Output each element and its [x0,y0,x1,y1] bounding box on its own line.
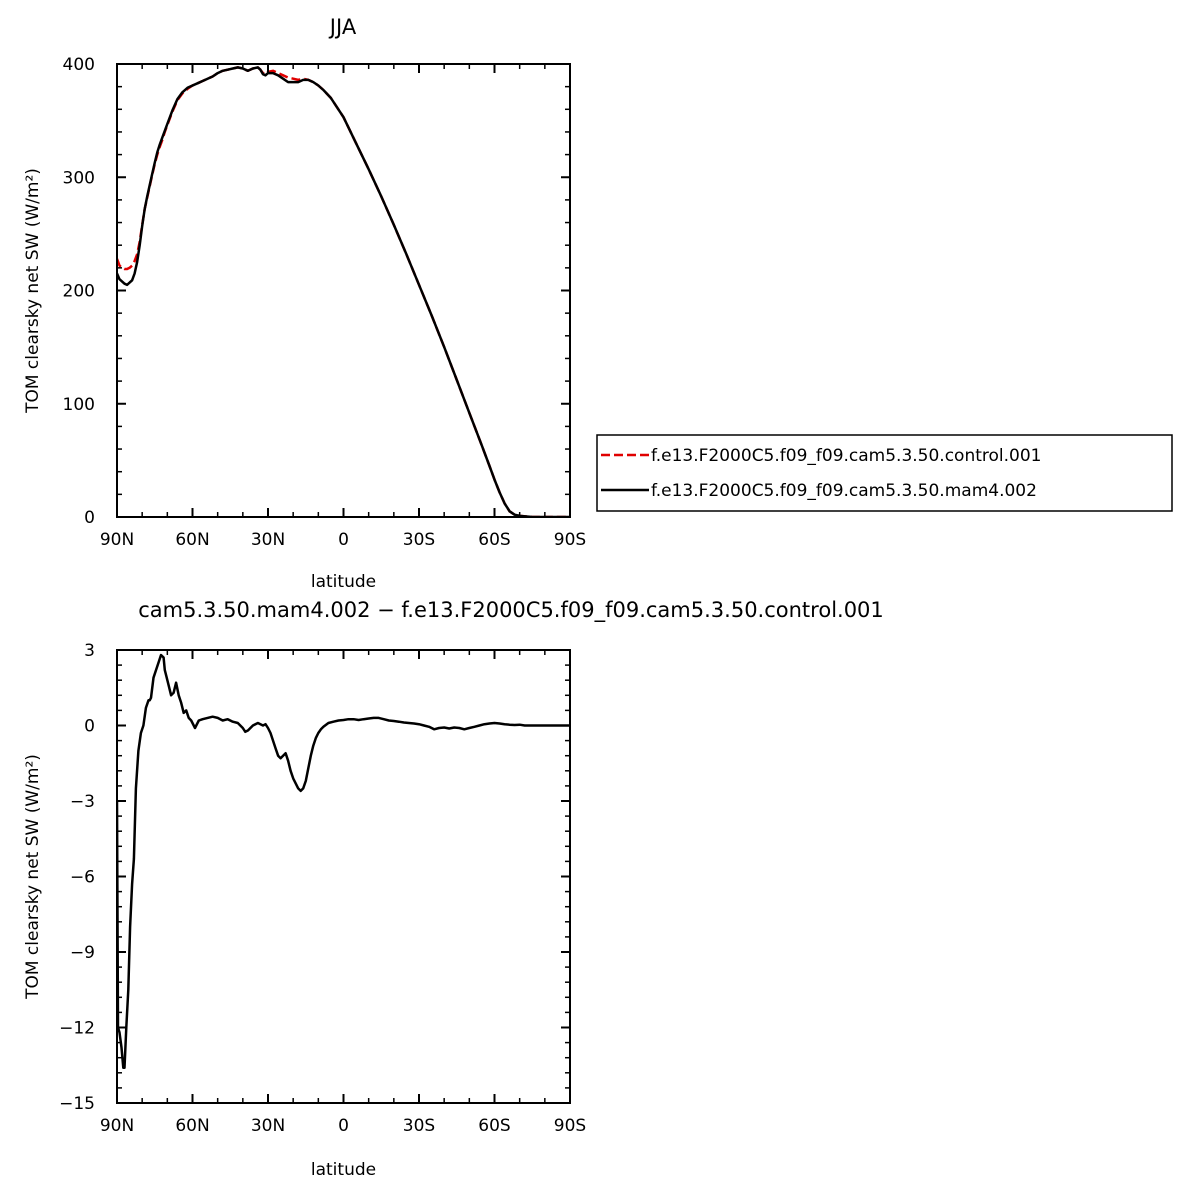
series-line-0 [117,653,570,1070]
y-tick-label: −12 [59,1019,95,1039]
x-axis-label: latitude [311,1160,376,1180]
x-tick-label: 0 [338,530,349,550]
legend: f.e13.F2000C5.f09_f09.cam5.3.50.control.… [596,434,1173,512]
x-tick-label: 60S [478,530,510,550]
x-tick-label: 0 [338,1116,349,1136]
series-line-1 [117,66,570,517]
legend-label-1: f.e13.F2000C5.f09_f09.cam5.3.50.mam4.002 [651,481,1037,501]
y-axis-label: TOM clearsky net SW (W/m²) [23,754,43,1000]
y-tick-label: 300 [63,168,95,188]
x-tick-label: 60S [478,1116,510,1136]
y-tick-label: 0 [84,717,95,737]
chart-title: cam5.3.50.mam4.002 − f.e13.F2000C5.f09_f… [138,598,884,623]
x-tick-label: 90S [554,1116,586,1136]
y-tick-label: 400 [63,55,95,75]
legend-label-0: f.e13.F2000C5.f09_f09.cam5.3.50.control.… [651,446,1042,466]
y-axis-label: TOM clearsky net SW (W/m²) [23,168,43,414]
top-panel: JJA 90N 60N 30N 0 30S 60S 90S 0 100 200 300 400 latit… [23,15,586,592]
legend-box [596,434,1173,512]
y-tick-label: 0 [84,508,95,528]
x-tick-label: 30S [403,530,435,550]
x-tick-label: 60N [175,1116,209,1136]
y-tick-label: 200 [63,282,95,302]
y-tick-label: −3 [70,792,95,812]
y-tick-label: 100 [63,395,95,415]
x-tick-label: 90N [100,530,134,550]
plot-frame [116,649,571,1104]
chart-title: JJA [328,15,357,39]
x-tick-label: 90N [100,1116,134,1136]
series-line-0 [117,66,570,517]
y-tick-label: −6 [70,868,95,888]
bottom-panel: cam5.3.50.mam4.002 − f.e13.F2000C5.f09_f… [23,598,884,1180]
x-tick-label: 60N [175,530,209,550]
x-tick-label: 30S [403,1116,435,1136]
y-tick-label: −15 [59,1094,95,1114]
y-tick-label: −9 [70,943,95,963]
plot-frame [116,63,571,518]
x-tick-label: 90S [554,530,586,550]
x-tick-label: 30N [251,530,285,550]
y-tick-label: 3 [84,641,95,661]
x-axis-label: latitude [311,572,376,592]
x-tick-label: 30N [251,1116,285,1136]
